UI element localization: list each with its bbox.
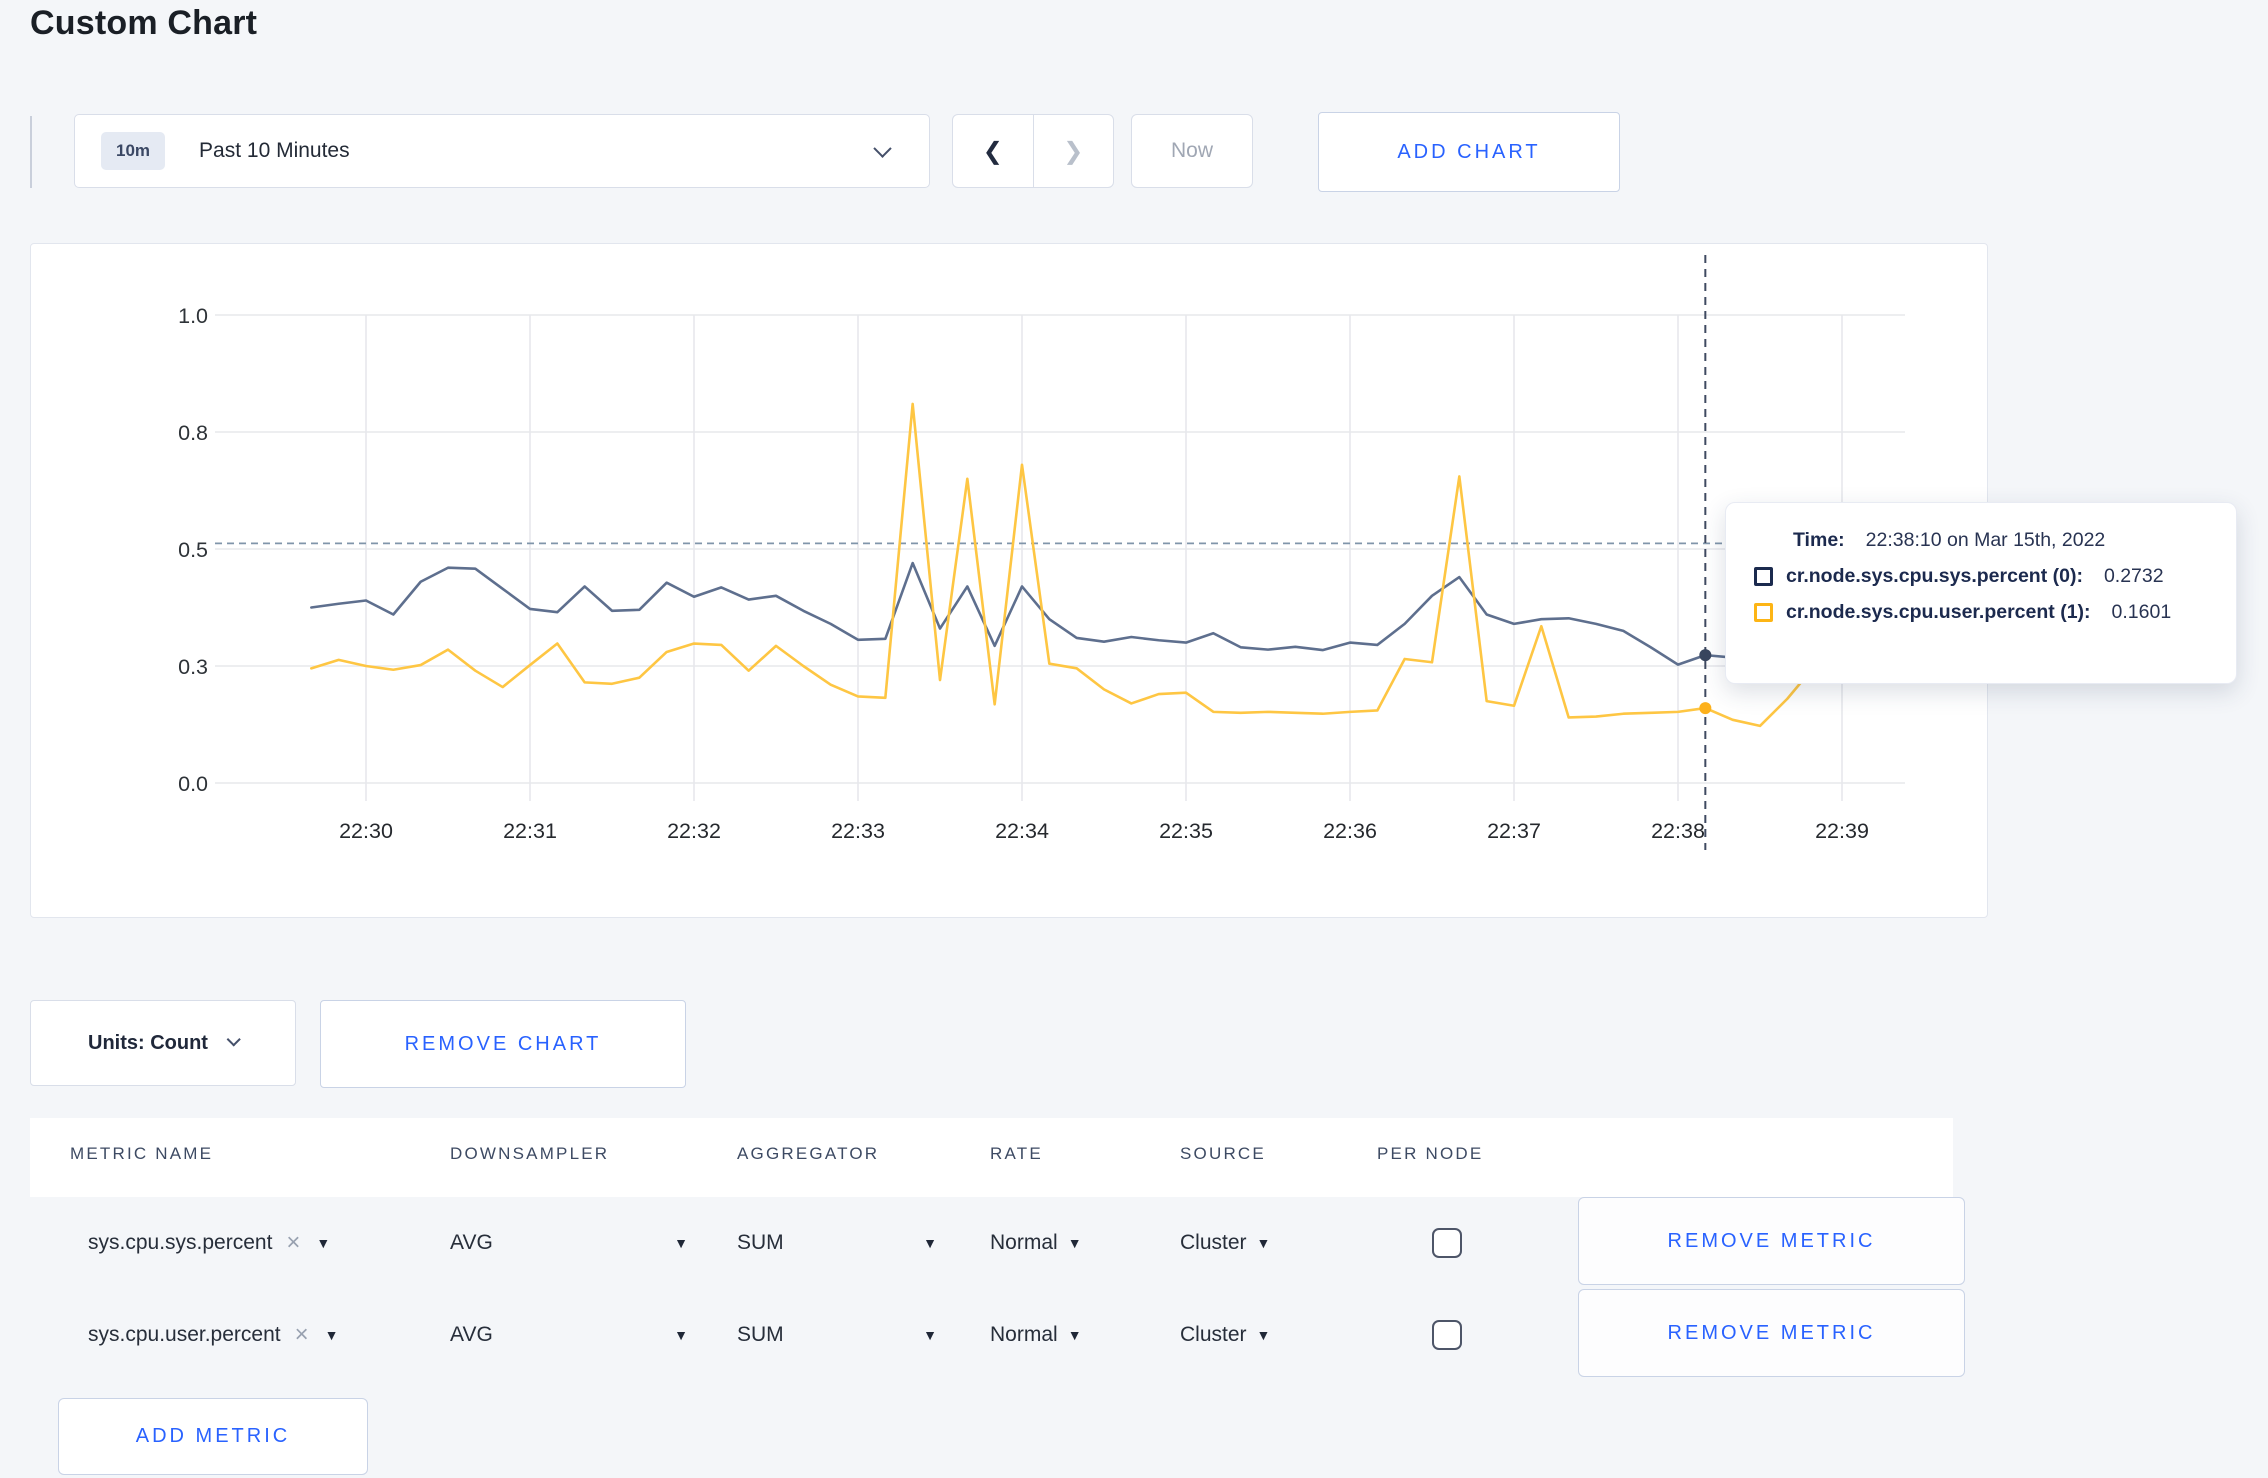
- chevron-left-icon: ❮: [982, 137, 1003, 165]
- tooltip-sys-value: 0.2732: [2103, 565, 2164, 587]
- remove-metric-button[interactable]: REMOVE METRIC: [1578, 1289, 1965, 1377]
- caret-down-icon: ▼: [674, 1235, 688, 1251]
- next-time-button[interactable]: ❯: [1034, 115, 1114, 187]
- per-node-cell: [1432, 1289, 1462, 1381]
- rate-value: Normal: [990, 1323, 1058, 1346]
- source-value: Cluster: [1180, 1231, 1247, 1254]
- caret-down-icon: ▼: [1256, 1235, 1271, 1251]
- caret-down-icon: ▼: [316, 1235, 331, 1251]
- chart-card: [30, 243, 1988, 918]
- time-pager: ❮ ❯: [952, 114, 1114, 188]
- downsampler-select[interactable]: AVG ▼: [450, 1197, 688, 1289]
- remove-metric-button[interactable]: REMOVE METRIC: [1578, 1197, 1965, 1285]
- tooltip-user-label: cr.node.sys.cpu.user.percent (1):: [1786, 601, 2091, 623]
- units-select[interactable]: Units: Count: [30, 1000, 296, 1086]
- caret-down-icon: ▼: [1067, 1327, 1082, 1343]
- prev-time-button[interactable]: ❮: [953, 115, 1034, 187]
- caret-down-icon: ▼: [923, 1235, 937, 1251]
- time-window-badge: 10m: [101, 132, 166, 170]
- downsampler-value: AVG: [450, 1231, 493, 1254]
- tooltip-user-value: 0.1601: [2111, 601, 2172, 623]
- caret-down-icon: ▼: [1256, 1327, 1271, 1343]
- remove-chart-button[interactable]: REMOVE CHART: [320, 1000, 686, 1088]
- chevron-down-icon: [226, 1032, 241, 1047]
- downsampler-select[interactable]: AVG ▼: [450, 1289, 688, 1381]
- metric-name-label: sys.cpu.sys.percent: [88, 1231, 273, 1254]
- metric-name-select[interactable]: sys.cpu.user.percent × ▼: [88, 1289, 338, 1381]
- column-header-aggregator: AGGREGATOR: [737, 1144, 880, 1163]
- chevron-down-icon: [873, 138, 892, 158]
- source-select[interactable]: Cluster ▼: [1180, 1197, 1270, 1289]
- time-range-select[interactable]: 10m Past 10 Minutes: [74, 114, 930, 188]
- column-header-rate: RATE: [990, 1144, 1043, 1163]
- now-button[interactable]: Now: [1131, 114, 1253, 188]
- metric-name-label: sys.cpu.user.percent: [88, 1323, 281, 1346]
- clear-metric-icon[interactable]: ×: [286, 1229, 301, 1256]
- aggregator-select[interactable]: SUM ▼: [737, 1289, 937, 1381]
- metric-name-select[interactable]: sys.cpu.sys.percent × ▼: [88, 1197, 330, 1289]
- tooltip-time-label: Time:: [1793, 529, 1845, 551]
- per-node-checkbox[interactable]: [1432, 1320, 1462, 1350]
- tooltip-time-value: 22:38:10 on Mar 15th, 2022: [1865, 529, 2106, 551]
- metric-row: sys.cpu.sys.percent × ▼ AVG ▼ SUM ▼ Norm…: [30, 1197, 1965, 1289]
- column-header-downsampler: DOWNSAMPLER: [450, 1144, 610, 1163]
- downsampler-value: AVG: [450, 1323, 493, 1346]
- column-header-per-node: PER NODE: [1377, 1144, 1484, 1163]
- caret-down-icon: ▼: [324, 1327, 339, 1343]
- column-header-source: SOURCE: [1180, 1144, 1266, 1163]
- add-metric-button[interactable]: ADD METRIC: [58, 1398, 368, 1475]
- clear-metric-icon[interactable]: ×: [294, 1321, 309, 1348]
- toolbar-divider: [30, 116, 32, 188]
- page-title: Custom Chart: [30, 4, 258, 42]
- units-label: Units: Count: [88, 1031, 208, 1054]
- chevron-right-icon: ❯: [1063, 137, 1084, 165]
- aggregator-value: SUM: [737, 1323, 784, 1346]
- rate-value: Normal: [990, 1231, 1058, 1254]
- per-node-cell: [1432, 1197, 1462, 1289]
- tooltip-sys-label: cr.node.sys.cpu.sys.percent (0):: [1786, 565, 2083, 587]
- user-series-swatch-icon: [1754, 603, 1773, 622]
- source-select[interactable]: Cluster ▼: [1180, 1289, 1270, 1381]
- source-value: Cluster: [1180, 1323, 1247, 1346]
- rate-select[interactable]: Normal ▼: [990, 1289, 1082, 1381]
- aggregator-value: SUM: [737, 1231, 784, 1254]
- aggregator-select[interactable]: SUM ▼: [737, 1197, 937, 1289]
- metric-row: sys.cpu.user.percent × ▼ AVG ▼ SUM ▼ Nor…: [30, 1289, 1965, 1381]
- add-chart-button[interactable]: ADD CHART: [1318, 112, 1620, 192]
- time-window-label: Past 10 Minutes: [199, 139, 350, 162]
- per-node-checkbox[interactable]: [1432, 1228, 1462, 1258]
- caret-down-icon: ▼: [923, 1327, 937, 1343]
- chart-tooltip: Time: 22:38:10 on Mar 15th, 2022 cr.node…: [1725, 502, 2237, 684]
- caret-down-icon: ▼: [1067, 1235, 1082, 1251]
- rate-select[interactable]: Normal ▼: [990, 1197, 1082, 1289]
- metrics-table-header: METRIC NAME DOWNSAMPLER AGGREGATOR RATE …: [30, 1118, 1953, 1197]
- caret-down-icon: ▼: [674, 1327, 688, 1343]
- column-header-metric-name: METRIC NAME: [70, 1144, 214, 1163]
- sys-series-swatch-icon: [1754, 567, 1773, 586]
